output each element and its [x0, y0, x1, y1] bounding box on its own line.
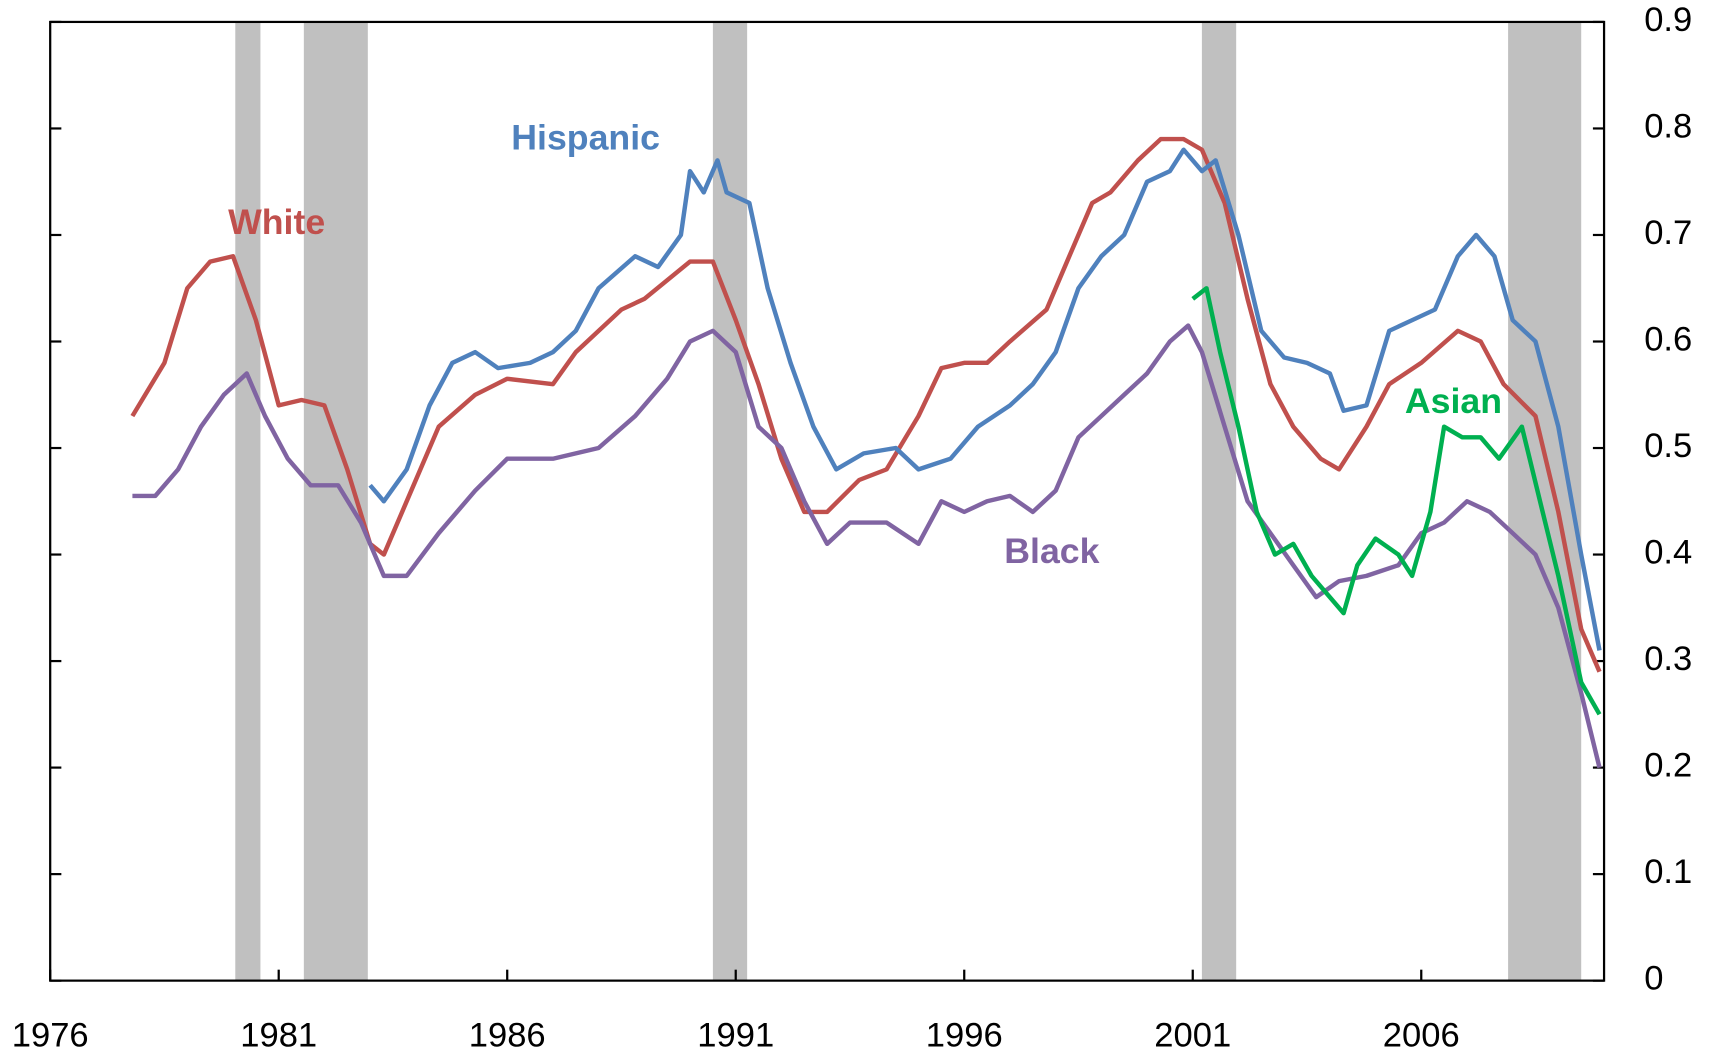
series-line — [132, 323, 1602, 769]
series-line — [1191, 286, 1602, 716]
y-tick-label: 0.5 — [1644, 427, 1692, 465]
x-tick-label: 1981 — [240, 1017, 317, 1055]
series-line — [130, 136, 1602, 673]
x-tick-label: 1976 — [12, 1017, 89, 1055]
y-tick-label: 0.1 — [1644, 853, 1692, 891]
y-tick-label: 0.6 — [1644, 321, 1692, 359]
series-label: Black — [1004, 532, 1100, 571]
x-tick-label: 2006 — [1383, 1017, 1460, 1055]
recession-band — [1201, 21, 1237, 981]
x-tick-label: 1996 — [926, 1017, 1003, 1055]
y-tick-label: 0.7 — [1644, 214, 1692, 252]
y-tick-label: 0.2 — [1644, 747, 1692, 785]
series-line — [368, 147, 1602, 651]
y-tick-label: 0 — [1644, 960, 1663, 998]
x-tick-label: 2001 — [1154, 1017, 1231, 1055]
recession-band — [235, 21, 261, 981]
series-label: White — [228, 203, 325, 242]
x-tick-label: 1991 — [697, 1017, 774, 1055]
y-tick-label: 0.3 — [1644, 640, 1692, 678]
recession-band — [1508, 21, 1582, 981]
recession-band — [712, 21, 748, 981]
x-tick-label: 1986 — [469, 1017, 546, 1055]
y-tick-label: 0.8 — [1644, 108, 1692, 146]
y-tick-label: 0.9 — [1644, 1, 1692, 39]
series-label: Hispanic — [511, 119, 660, 158]
y-tick-label: 0.4 — [1644, 534, 1692, 572]
series-label: Asian — [1405, 382, 1502, 421]
plot-frame — [49, 20, 1606, 982]
